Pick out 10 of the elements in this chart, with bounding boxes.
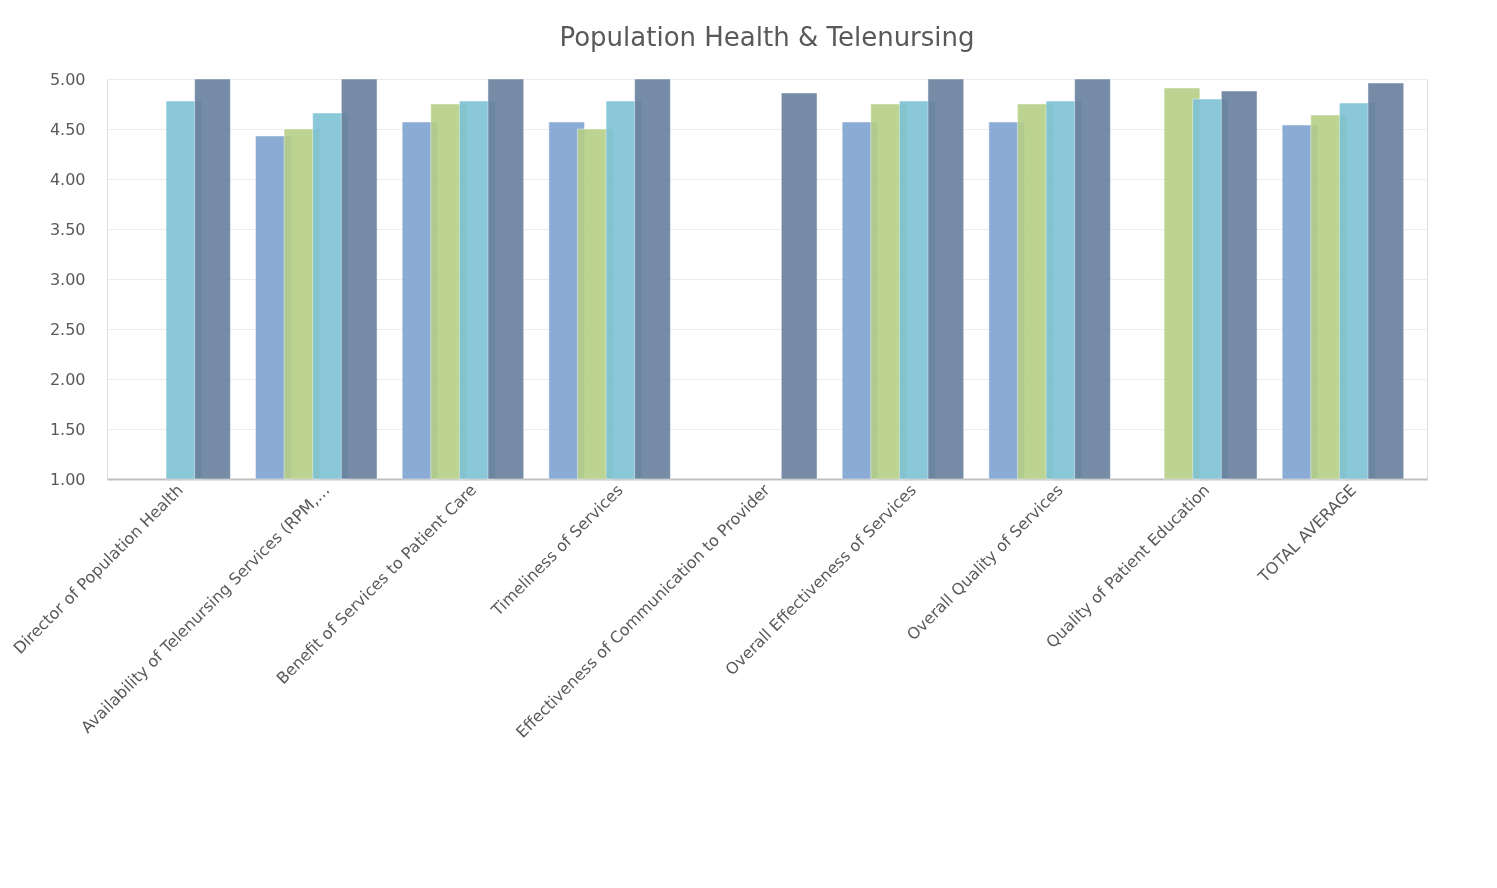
y-tick-label: 4.00 xyxy=(49,169,86,189)
y-tick-label: 1.50 xyxy=(49,419,86,439)
y-tick-label: 5.00 xyxy=(49,69,86,89)
y-tick-label: 3.50 xyxy=(49,219,86,239)
chart-title: Population Health & Telenursing xyxy=(559,22,975,52)
y-tick-label: 4.50 xyxy=(49,119,86,139)
y-tick-label: 2.00 xyxy=(49,369,86,389)
y-tick-label: 1.00 xyxy=(49,469,86,489)
y-tick-label: 2.50 xyxy=(49,319,86,339)
y-tick-label: 3.00 xyxy=(49,269,86,289)
